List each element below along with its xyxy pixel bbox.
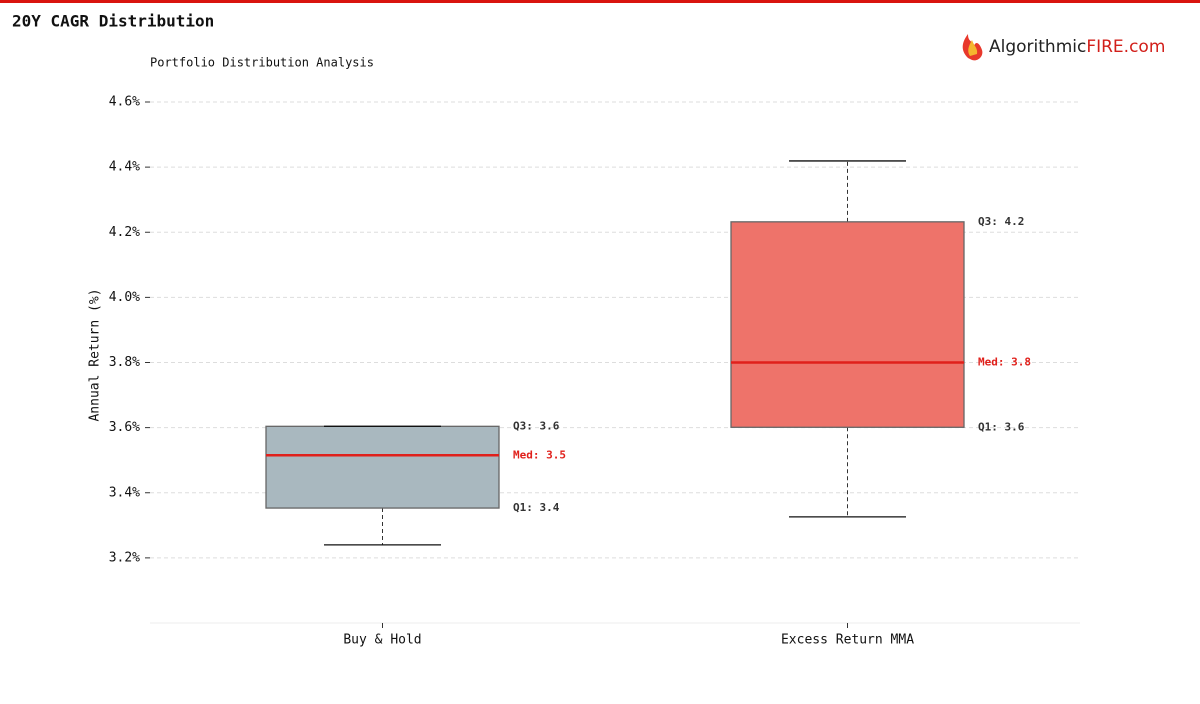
- y-tick-label: 4.0%: [109, 290, 140, 305]
- q3-label: Q3: 4.2: [978, 215, 1024, 228]
- y-tick-label: 3.4%: [109, 485, 140, 500]
- y-tick-label: 3.2%: [109, 550, 140, 565]
- logo: AlgorithmicFIRE.com: [989, 37, 1165, 57]
- q1-label: Q1: 3.4: [513, 501, 560, 514]
- logo-icon: [962, 34, 983, 61]
- y-tick-label: 4.4%: [109, 160, 140, 175]
- y-tick-label: 3.6%: [109, 420, 140, 435]
- chart-subtitle: Portfolio Distribution Analysis: [150, 56, 374, 70]
- box: [265, 425, 500, 509]
- q1-label: Q1: 3.6: [978, 420, 1025, 433]
- y-axis-label: Annual Return (%): [88, 288, 103, 421]
- y-tick-label: 3.8%: [109, 355, 140, 370]
- median-label: Med: 3.8: [978, 356, 1031, 369]
- q3-label: Q3: 3.6: [513, 419, 560, 432]
- y-tick-label: 4.2%: [109, 225, 140, 240]
- median-label: Med: 3.5: [513, 448, 566, 461]
- page-title: 20Y CAGR Distribution: [12, 12, 214, 31]
- y-tick-label: 4.6%: [109, 95, 140, 110]
- box: [730, 221, 965, 428]
- top-bar: [0, 0, 1200, 3]
- x-tick-label: Buy & Hold: [343, 633, 421, 648]
- logo-part: Algorithmic: [989, 37, 1086, 57]
- logo-part: FIRE.com: [1086, 37, 1165, 57]
- x-tick-label: Excess Return MMA: [781, 633, 914, 648]
